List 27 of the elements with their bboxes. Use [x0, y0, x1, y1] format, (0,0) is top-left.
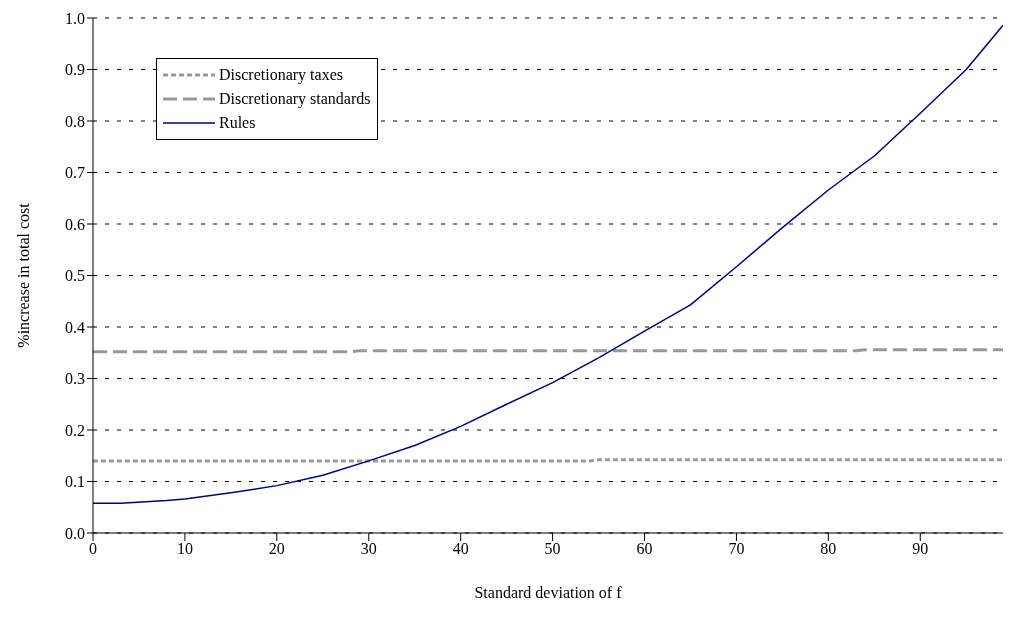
y-tick-label: 0.6: [65, 215, 85, 233]
legend-label: Discretionary standards: [219, 90, 371, 108]
line-series: [93, 24, 1003, 504]
x-tick-label: 30: [360, 540, 377, 558]
x-axis-title: Standard deviation of f: [474, 584, 623, 601]
y-tick-label: 0.3: [65, 370, 85, 388]
y-tick-label: 0.9: [65, 61, 85, 79]
y-tick-label: 0.2: [65, 421, 85, 439]
x-tick-label: 60: [636, 540, 653, 558]
y-tick-label: 0.8: [65, 112, 85, 130]
x-tick-label: 50: [544, 540, 561, 558]
x-tick-label: 20: [268, 540, 285, 558]
y-tick-label: 0.1: [65, 473, 85, 491]
y-tick-label: 1.0: [65, 9, 85, 27]
x-tick-label: 90: [912, 540, 929, 558]
x-tick-label: 10: [176, 540, 193, 558]
y-tick-label: 0.5: [65, 267, 85, 285]
y-tick-label: 0.7: [65, 164, 85, 182]
x-tick-label: 0: [89, 540, 97, 558]
legend-label: Rules: [219, 114, 256, 132]
x-tick-label: 70: [728, 540, 745, 558]
x-tick-label: 80: [820, 540, 837, 558]
legend-label: Discretionary taxes: [219, 66, 343, 84]
y-tick-label: 0.4: [65, 318, 85, 336]
y-tick-label: 0.0: [65, 524, 85, 542]
y-axis-title: %increase in total cost: [14, 202, 32, 348]
x-tick-label: 40: [452, 540, 469, 558]
